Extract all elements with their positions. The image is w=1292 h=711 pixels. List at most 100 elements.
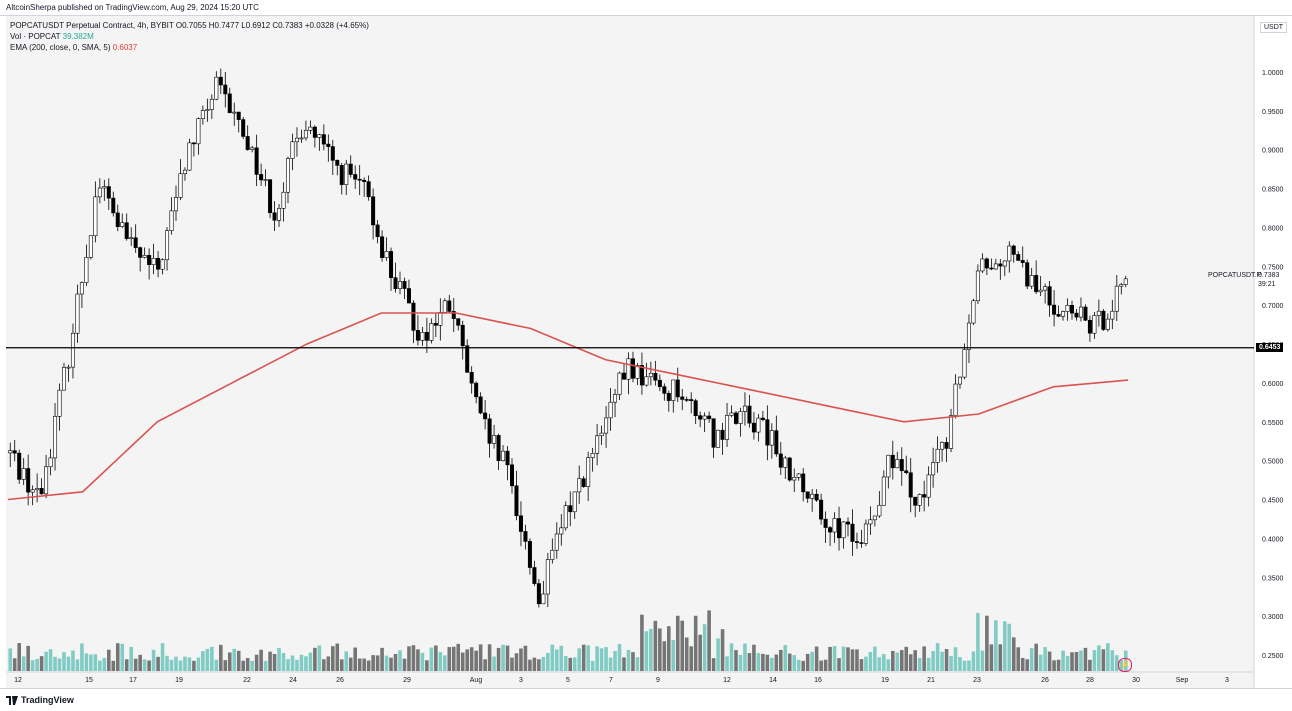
candle-body	[1119, 284, 1124, 287]
volume-bar	[510, 657, 514, 671]
candle-body	[250, 147, 255, 150]
volume-bar	[528, 659, 532, 671]
volume-bar	[286, 659, 290, 671]
candle-body	[415, 330, 420, 341]
price-tick-label: 0.8000	[1262, 225, 1284, 232]
tradingview-brand: TradingView	[21, 695, 74, 705]
candle-body	[729, 412, 734, 416]
candle-body	[671, 379, 676, 401]
candle-body	[420, 331, 425, 341]
volume-bar	[210, 646, 214, 671]
candle-body	[617, 372, 622, 395]
candle-body	[209, 98, 214, 110]
candle-body	[630, 358, 635, 379]
volume-bar	[474, 650, 478, 671]
candle-body	[662, 386, 667, 394]
volume-bar	[801, 660, 805, 671]
volume-bars	[8, 610, 1128, 671]
volume-bar	[702, 624, 707, 671]
candle-body	[451, 311, 456, 319]
candle-body	[666, 393, 671, 401]
candle-body	[854, 541, 859, 543]
candle-body	[751, 422, 756, 433]
candle-body	[532, 567, 537, 584]
volume-bar	[581, 644, 586, 671]
candle-body	[648, 373, 653, 378]
plot-background	[6, 16, 1254, 688]
candle-body	[1065, 305, 1070, 312]
volume-bar	[425, 660, 429, 671]
volume-bar	[169, 659, 174, 671]
candle-body	[106, 186, 111, 199]
candle-body	[375, 224, 380, 238]
volume-bar	[926, 657, 931, 671]
candle-body	[1105, 318, 1110, 330]
volume-bar	[922, 646, 926, 671]
volume-bar	[115, 643, 120, 671]
candle-body	[586, 457, 591, 487]
volume-bar	[295, 659, 299, 671]
volume-bar	[245, 658, 250, 671]
candle-body	[156, 257, 161, 270]
symbol-tag-name: POPCATUSDT.P	[1208, 272, 1262, 279]
volume-bar	[124, 659, 129, 671]
volume-bar	[487, 644, 492, 671]
tradingview-logo[interactable]: TradingView	[6, 695, 74, 706]
volume-bar	[985, 615, 989, 671]
volume-bar	[80, 643, 84, 671]
volume-bar	[366, 660, 371, 671]
candle-body	[819, 499, 824, 520]
candle-body	[635, 365, 640, 379]
candle-body	[962, 349, 967, 378]
candle-body	[509, 464, 515, 487]
volume-bar	[832, 646, 837, 671]
currency-button[interactable]: USDT	[1260, 22, 1288, 33]
volume-bar	[1061, 650, 1065, 671]
candle-body	[577, 478, 582, 493]
volume-bar	[572, 657, 577, 671]
volume-bar	[989, 644, 994, 671]
volume-bar	[331, 646, 335, 671]
volume-bar	[75, 659, 80, 671]
candle-body	[523, 531, 528, 542]
volume-bar	[667, 626, 671, 671]
volume-bar	[882, 654, 886, 671]
candle-body	[590, 453, 595, 458]
candle-body	[12, 450, 17, 454]
candle-body	[178, 173, 183, 198]
volume-bar	[725, 656, 729, 671]
candle-body	[653, 373, 658, 381]
time-scale[interactable]: 12 15 17 19 22 24 26 29 Aug 3 5 7 9 12 14 16 19 21 23 26 28 3…	[14, 677, 1229, 684]
volume-bar	[622, 657, 626, 671]
candle-body	[1052, 304, 1057, 315]
price-tick-label: 0.4000	[1262, 536, 1284, 543]
volume-bar	[214, 659, 219, 671]
volume-bar	[779, 649, 783, 671]
candle-body	[675, 379, 680, 398]
candle-body	[604, 417, 609, 434]
candle-body	[1074, 312, 1079, 318]
candle-body	[133, 237, 138, 248]
volume-bar	[1088, 659, 1092, 671]
volume-bar	[568, 657, 573, 671]
candle-body	[680, 396, 685, 400]
volume-bar	[290, 655, 295, 671]
volume-bar	[147, 660, 151, 671]
candle-body	[975, 270, 980, 302]
volume-bar	[891, 650, 895, 671]
volume-bar	[729, 643, 734, 671]
candle-body	[1123, 278, 1128, 285]
volume-bar	[178, 660, 183, 671]
price-scale[interactable]: 1.0000 0.9500 0.9000 0.8500 0.8000 0.7500 0.70…	[1262, 70, 1284, 660]
candle-body	[138, 247, 143, 258]
volume-bar	[375, 655, 380, 671]
candle-body	[48, 457, 53, 468]
candle-body	[742, 405, 747, 412]
volume-bar	[635, 657, 640, 671]
legend-vol-label: Vol · POPCAT	[10, 32, 61, 41]
volume-bar	[1106, 643, 1110, 671]
candle-body	[832, 518, 837, 533]
lightning-icon[interactable]: ⚡	[1118, 658, 1132, 672]
candle-body	[725, 415, 730, 440]
